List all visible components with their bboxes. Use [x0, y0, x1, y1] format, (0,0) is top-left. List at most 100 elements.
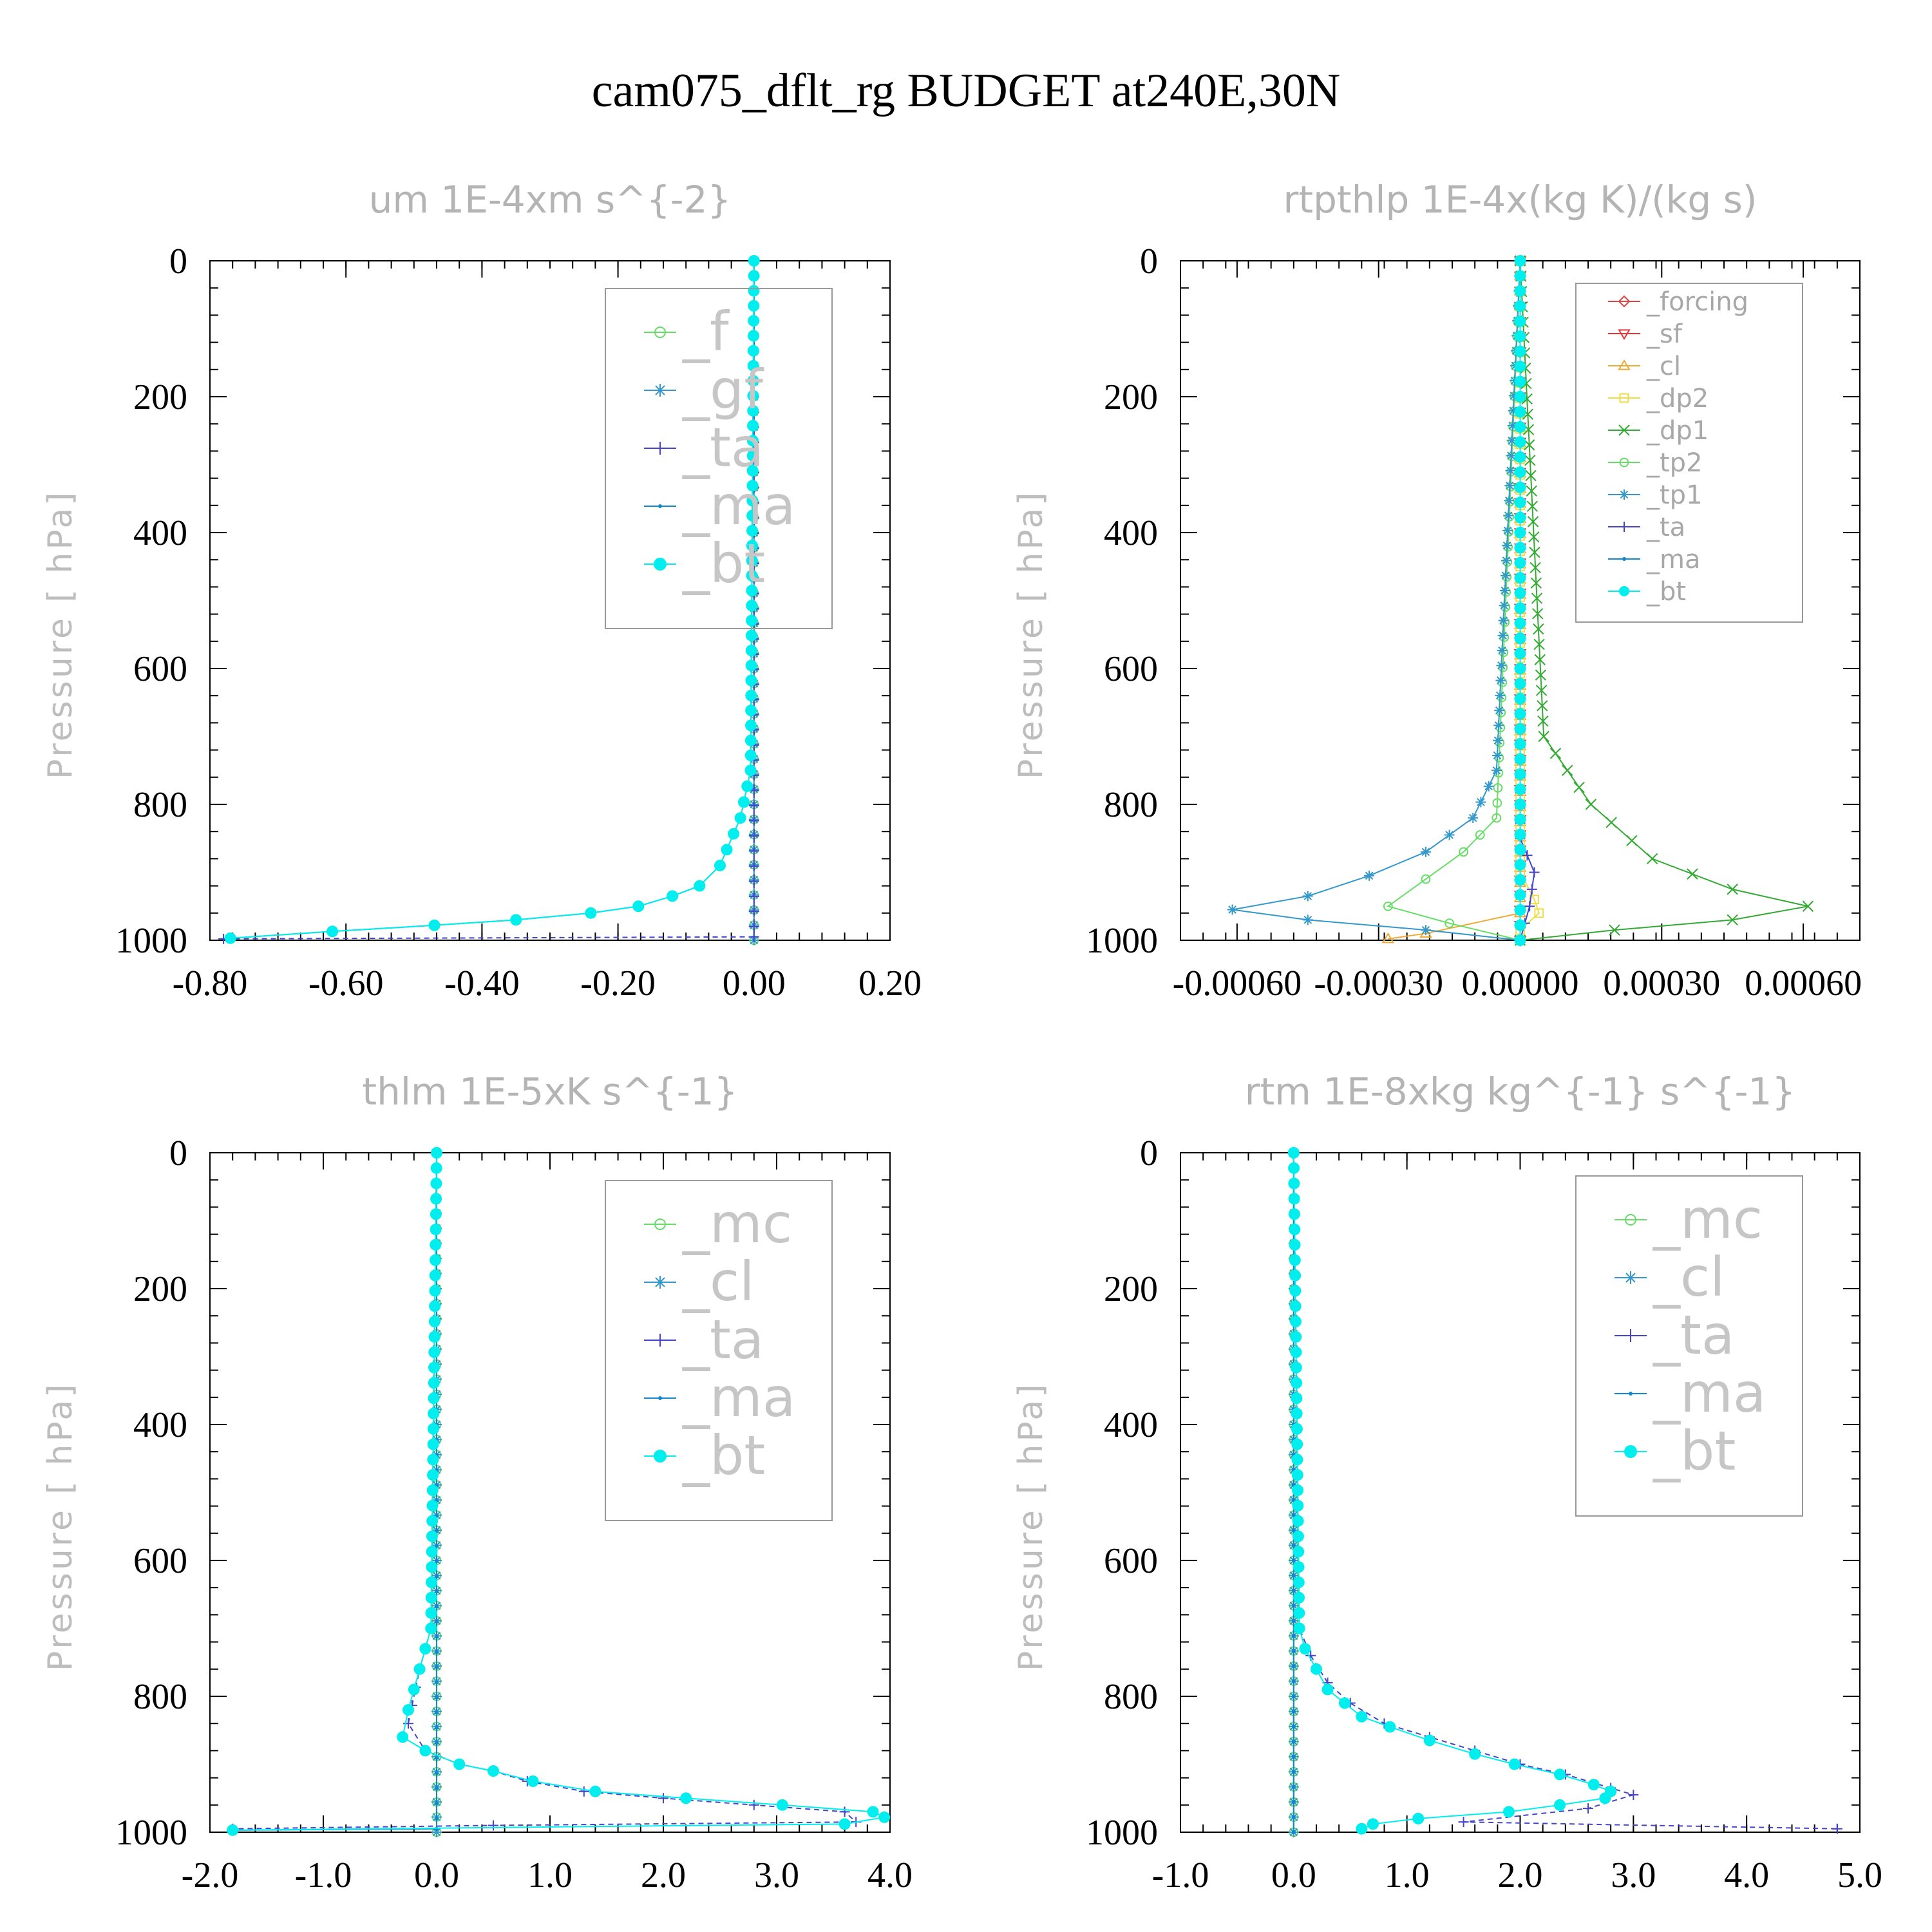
data-point: [1501, 587, 1511, 597]
data-point: [1291, 1800, 1296, 1804]
data-point: [435, 1786, 439, 1790]
data-point: [747, 375, 759, 387]
data-point: [748, 815, 759, 826]
data-point: [1526, 485, 1537, 497]
legend: _forcing_sf _cl _dp2 _dp1_tp2_tp1 _ta _ma _bt: [1575, 283, 1803, 623]
data-point: [658, 1793, 668, 1804]
y-tick-label: 1000: [1086, 921, 1158, 961]
data-point: [1291, 1785, 1296, 1789]
data-point: [435, 1604, 439, 1609]
data-point: [1291, 1454, 1303, 1466]
data-point: [1311, 1663, 1322, 1675]
data-point: [428, 1331, 440, 1343]
data-point: [1338, 1697, 1350, 1709]
data-point: [435, 1801, 439, 1806]
data-point: [1291, 1754, 1296, 1759]
y-axis-label: Pressure [ hPa]: [1012, 1381, 1050, 1671]
data-point: [1293, 1561, 1305, 1573]
data-point: [1514, 542, 1526, 554]
data-point: [632, 900, 645, 913]
data-point: [1605, 817, 1617, 828]
data-point: [776, 1799, 788, 1811]
panel-title: thlm 1E-5xK s^{-1}: [362, 1070, 737, 1113]
data-point: [748, 860, 759, 871]
data-point: [1291, 1543, 1296, 1548]
data-point: [728, 828, 740, 840]
legend-label: _ta: [682, 1308, 764, 1371]
chart-panel-2: rtpthlp 1E-4x(kg K)/(kg s) Pressure [ hPa…: [1012, 178, 1862, 1003]
y-tick-label: 200: [133, 377, 187, 417]
x-tick-label: -0.80: [173, 963, 248, 1003]
data-point: [1530, 577, 1542, 589]
data-point: [1514, 270, 1526, 282]
data-point: [1475, 830, 1485, 840]
plot-frame: [209, 260, 891, 941]
data-point: [1537, 700, 1548, 712]
data-point: [430, 1208, 442, 1220]
data-point: [1291, 1469, 1303, 1481]
data-point: [429, 1300, 441, 1312]
legend-marker: [1622, 557, 1626, 561]
data-point: [1514, 617, 1526, 629]
y-tick-label: 0: [1140, 1133, 1158, 1173]
data-point: [744, 734, 757, 746]
y-tick-label: 0: [1140, 242, 1158, 281]
data-point: [1491, 765, 1502, 776]
data-point: [878, 1811, 891, 1823]
x-tick-label: 1.0: [527, 1855, 573, 1895]
data-point: [1514, 738, 1526, 750]
data-point: [1583, 1803, 1593, 1814]
data-point: [435, 1650, 439, 1654]
data-point: [745, 659, 757, 672]
data-point: [1514, 602, 1526, 614]
x-tick-label: 5.0: [1837, 1855, 1882, 1895]
data-point: [527, 1775, 539, 1787]
legend-marker: [1618, 329, 1631, 340]
legend-marker: [658, 504, 662, 508]
legend-box: [605, 1180, 833, 1521]
data-point: [426, 1530, 438, 1542]
data-point: [427, 1438, 439, 1450]
data-point: [430, 1162, 442, 1174]
legend-label: _tp1: [1646, 480, 1703, 510]
data-point: [1514, 663, 1526, 674]
data-point: [745, 629, 757, 641]
data-point: [1508, 405, 1519, 416]
data-point: [867, 1806, 879, 1818]
data-point: [1506, 435, 1517, 446]
data-point: [426, 1561, 438, 1573]
data-point: [1500, 617, 1510, 627]
legend: _mc_cl_ta_ma_bt: [605, 1180, 833, 1521]
data-point: [1505, 465, 1516, 476]
legend-label: _gf: [682, 358, 764, 421]
data-point: [426, 1484, 439, 1497]
data-point: [746, 554, 758, 567]
y-tick-label: 200: [1104, 1269, 1158, 1309]
legend-marker: [1625, 1214, 1636, 1226]
data-point: [578, 1786, 589, 1797]
data-point: [426, 1499, 439, 1511]
data-point: [1535, 669, 1547, 681]
data-point: [1514, 375, 1526, 388]
data-point: [589, 1785, 601, 1797]
y-tick-label: 400: [133, 513, 187, 553]
legend-label: _dp1: [1646, 416, 1709, 446]
series-dp1: [1514, 255, 1814, 946]
data-point: [1514, 799, 1526, 810]
data-point: [748, 876, 759, 887]
x-tick-label: -0.20: [580, 963, 656, 1003]
data-point: [680, 1792, 692, 1804]
data-point: [428, 919, 440, 931]
data-point: [1494, 705, 1505, 716]
legend-marker: [654, 384, 667, 397]
data-point: [1573, 781, 1585, 793]
data-point: [431, 1147, 442, 1159]
data-point: [1514, 572, 1526, 584]
plot-frame: [1180, 1152, 1861, 1833]
data-point: [1554, 1799, 1566, 1811]
data-point: [1528, 531, 1540, 543]
data-point: [1501, 602, 1511, 612]
data-point: [1288, 1208, 1300, 1220]
data-point: [747, 404, 759, 417]
data-point: [746, 464, 759, 477]
